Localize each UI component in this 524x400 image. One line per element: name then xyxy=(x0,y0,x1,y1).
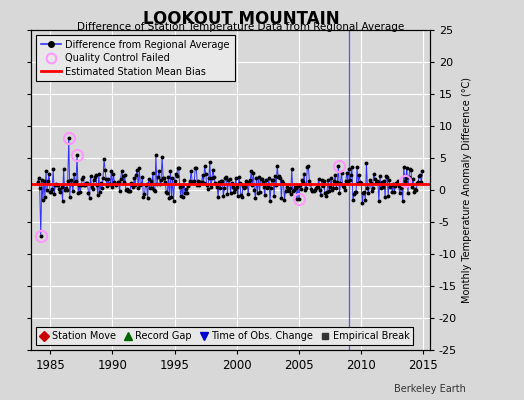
Text: Difference of Station Temperature Data from Regional Average: Difference of Station Temperature Data f… xyxy=(78,22,405,32)
Text: Berkeley Earth: Berkeley Earth xyxy=(395,384,466,394)
Text: LOOKOUT MOUNTAIN: LOOKOUT MOUNTAIN xyxy=(143,10,340,28)
Y-axis label: Monthly Temperature Anomaly Difference (°C): Monthly Temperature Anomaly Difference (… xyxy=(462,77,473,303)
Legend: Station Move, Record Gap, Time of Obs. Change, Empirical Break: Station Move, Record Gap, Time of Obs. C… xyxy=(36,327,413,345)
